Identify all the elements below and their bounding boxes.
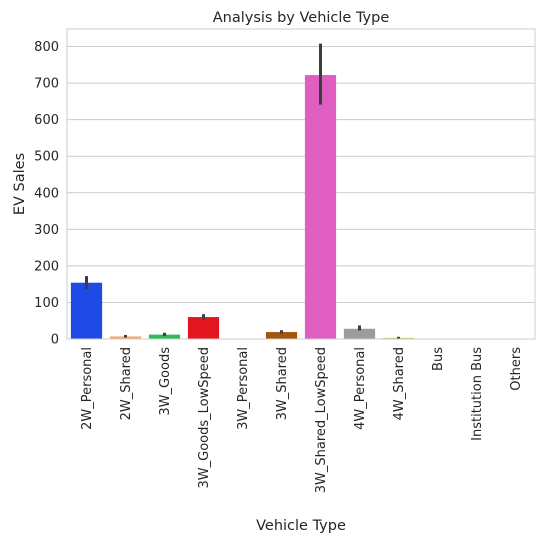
x-tick-label: Institution Bus xyxy=(470,347,485,441)
x-tick-label: 2W_Shared xyxy=(119,347,134,420)
y-axis-label: EV Sales xyxy=(12,153,28,215)
chart-title: Analysis by Vehicle Type xyxy=(213,10,390,26)
x-tick-label: Bus xyxy=(431,347,446,371)
x-tick-label: 3W_Personal xyxy=(236,347,251,430)
bar xyxy=(109,336,142,339)
x-tick-label: 4W_Personal xyxy=(353,347,368,430)
y-tick-label: 700 xyxy=(34,77,59,92)
y-tick-label: 100 xyxy=(34,296,59,311)
y-tick-labels: 0 100 200 300 400 500 600 700 800 xyxy=(34,40,59,347)
x-tick-label: 3W_Shared_LowSpeed xyxy=(314,347,329,493)
y-tick-label: 600 xyxy=(34,113,59,128)
y-tick-label: 800 xyxy=(34,40,59,55)
x-tick-label: 4W_Shared xyxy=(392,347,407,420)
error-bars xyxy=(85,43,439,339)
plot-frame xyxy=(66,28,536,340)
bar xyxy=(304,75,337,340)
x-axis-label: Vehicle Type xyxy=(256,518,346,534)
gridlines xyxy=(67,46,535,340)
bars xyxy=(70,75,454,340)
bar xyxy=(70,282,103,339)
x-tick-labels: 2W_Personal 2W_Shared 3W_Goods 3W_Goods_Low… xyxy=(80,347,524,493)
x-tick-label: Others xyxy=(509,347,524,391)
bar xyxy=(148,334,181,339)
bar xyxy=(265,332,298,339)
x-tick-label: 3W_Shared xyxy=(275,347,290,420)
y-tick-label: 400 xyxy=(34,186,59,201)
x-tick-label: 2W_Personal xyxy=(80,347,95,430)
x-tick-label: 3W_Goods xyxy=(158,347,173,416)
y-tick-label: 300 xyxy=(34,223,59,238)
y-tick-label: 200 xyxy=(34,259,59,274)
bar xyxy=(343,328,376,339)
y-tick-label: 500 xyxy=(34,150,59,165)
y-tick-label: 0 xyxy=(51,333,59,348)
x-tick-label: 3W_Goods_LowSpeed xyxy=(197,347,212,488)
bar xyxy=(187,317,220,339)
